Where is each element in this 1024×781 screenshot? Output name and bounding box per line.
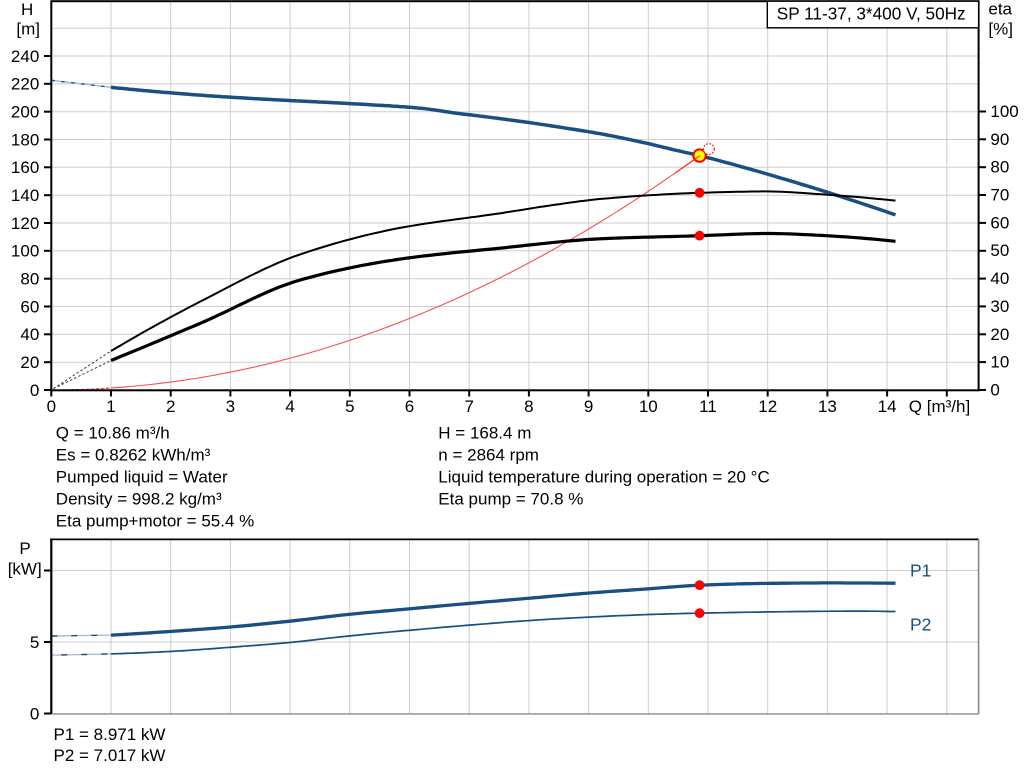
svg-text:Liquid temperature during oper: Liquid temperature during operation = 20… bbox=[438, 467, 769, 486]
svg-text:20: 20 bbox=[990, 325, 1009, 344]
svg-text:n = 2864 rpm: n = 2864 rpm bbox=[438, 445, 539, 464]
svg-text:80: 80 bbox=[990, 158, 1009, 177]
svg-text:[%]: [%] bbox=[988, 20, 1013, 39]
svg-text:70: 70 bbox=[990, 186, 1009, 205]
svg-text:Eta pump+motor = 55.4 %: Eta pump+motor = 55.4 % bbox=[56, 511, 254, 530]
svg-text:P1: P1 bbox=[910, 561, 931, 581]
svg-text:0: 0 bbox=[30, 381, 39, 400]
svg-text:40: 40 bbox=[990, 269, 1009, 288]
svg-text:4: 4 bbox=[285, 397, 294, 416]
svg-text:20: 20 bbox=[20, 353, 39, 372]
svg-text:5: 5 bbox=[345, 397, 354, 416]
svg-text:100: 100 bbox=[990, 102, 1018, 121]
svg-text:Q = 10.86 m³/h: Q = 10.86 m³/h bbox=[56, 423, 170, 442]
svg-text:10: 10 bbox=[639, 397, 658, 416]
svg-text:0: 0 bbox=[47, 397, 56, 416]
svg-text:5: 5 bbox=[30, 633, 39, 652]
svg-text:160: 160 bbox=[11, 158, 39, 177]
svg-text:8: 8 bbox=[524, 397, 533, 416]
svg-text:Q [m³/h]: Q [m³/h] bbox=[909, 397, 970, 416]
svg-text:180: 180 bbox=[11, 130, 39, 149]
svg-text:9: 9 bbox=[584, 397, 593, 416]
svg-text:0: 0 bbox=[30, 704, 39, 723]
svg-text:[m]: [m] bbox=[16, 20, 40, 39]
svg-text:200: 200 bbox=[11, 103, 39, 122]
svg-text:6: 6 bbox=[405, 397, 414, 416]
svg-text:30: 30 bbox=[990, 297, 1009, 316]
svg-text:12: 12 bbox=[758, 397, 777, 416]
svg-text:10: 10 bbox=[990, 353, 1009, 372]
svg-text:14: 14 bbox=[878, 397, 897, 416]
svg-text:Eta pump = 70.8 %: Eta pump = 70.8 % bbox=[438, 489, 583, 508]
svg-text:Es = 0.8262 kWh/m³: Es = 0.8262 kWh/m³ bbox=[56, 445, 211, 464]
svg-text:11: 11 bbox=[699, 397, 717, 416]
svg-text:90: 90 bbox=[990, 130, 1009, 149]
svg-text:60: 60 bbox=[20, 297, 39, 316]
svg-text:60: 60 bbox=[990, 213, 1009, 232]
svg-text:120: 120 bbox=[11, 214, 39, 233]
svg-text:140: 140 bbox=[11, 186, 39, 205]
svg-text:40: 40 bbox=[20, 325, 39, 344]
svg-text:P2: P2 bbox=[910, 615, 931, 635]
svg-text:100: 100 bbox=[11, 242, 39, 261]
svg-text:3: 3 bbox=[226, 397, 235, 416]
svg-text:2: 2 bbox=[166, 397, 175, 416]
svg-text:Density = 998.2 kg/m³: Density = 998.2 kg/m³ bbox=[56, 489, 222, 508]
svg-text:Pumped liquid = Water: Pumped liquid = Water bbox=[56, 467, 228, 486]
svg-text:P1 = 8.971 kW: P1 = 8.971 kW bbox=[54, 725, 166, 744]
svg-text:[kW]: [kW] bbox=[8, 559, 42, 578]
svg-text:13: 13 bbox=[818, 397, 837, 416]
svg-text:P: P bbox=[19, 539, 30, 558]
svg-text:7: 7 bbox=[464, 397, 473, 416]
svg-text:H = 168.4 m: H = 168.4 m bbox=[438, 423, 531, 442]
svg-text:80: 80 bbox=[20, 270, 39, 289]
svg-text:0: 0 bbox=[990, 381, 999, 400]
svg-text:220: 220 bbox=[11, 75, 39, 94]
svg-text:1: 1 bbox=[106, 397, 115, 416]
svg-text:P2 = 7.017 kW: P2 = 7.017 kW bbox=[54, 746, 166, 765]
svg-text:240: 240 bbox=[11, 47, 39, 66]
svg-text:eta: eta bbox=[988, 0, 1012, 18]
svg-text:H: H bbox=[21, 0, 33, 19]
svg-text:SP 11-37, 3*400 V, 50Hz: SP 11-37, 3*400 V, 50Hz bbox=[777, 4, 966, 24]
svg-text:50: 50 bbox=[990, 241, 1009, 260]
